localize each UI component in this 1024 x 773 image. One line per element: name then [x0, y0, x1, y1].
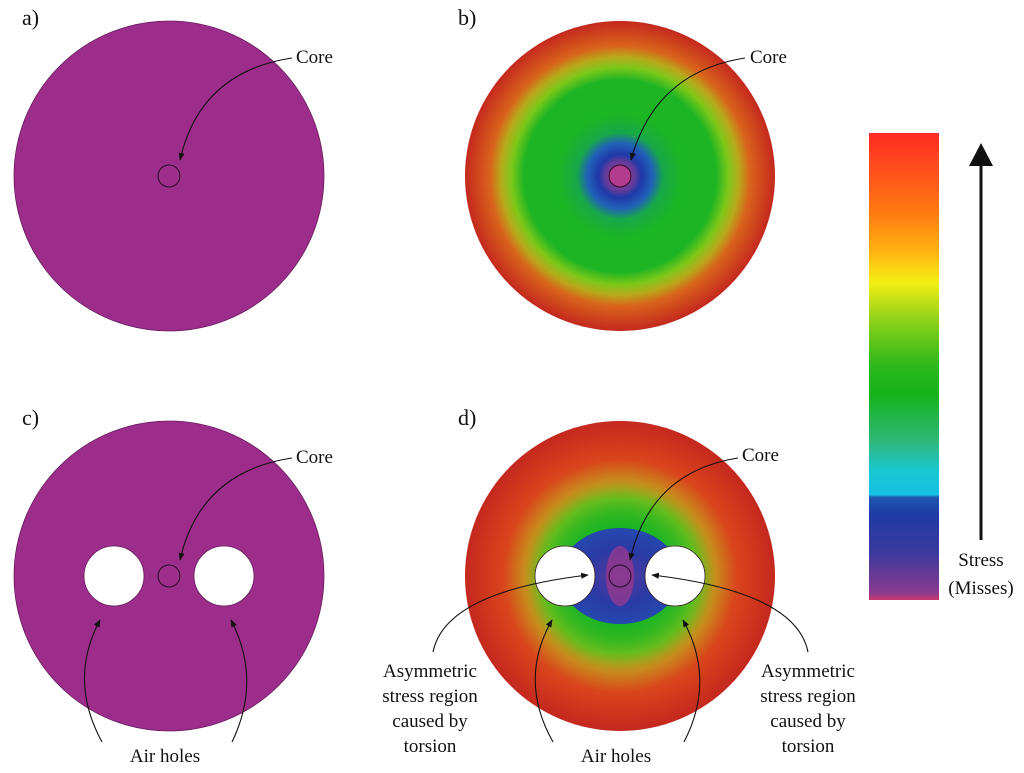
air-holes-label: Air holes — [581, 746, 651, 767]
core-leader-arrow — [629, 57, 746, 161]
core-label: Core — [750, 47, 787, 68]
air-hole-leader-left — [83, 619, 103, 743]
core-outline — [157, 164, 181, 188]
asym-leader-right — [651, 572, 809, 653]
colorbar-title-line2: (Misses) — [948, 578, 1013, 599]
asym-label-right: Asymmetric stress region caused by torsi… — [760, 661, 856, 757]
core-label: Core — [742, 445, 779, 466]
core-stress-zone — [606, 546, 634, 606]
panel-b-label: b) — [458, 5, 476, 30]
asym-right-line: Asymmetric — [761, 661, 855, 682]
core-leader-arrow — [178, 457, 293, 561]
panel-b: b) Core — [458, 5, 787, 331]
stress-colorbar: Stress (Misses) — [869, 133, 1014, 600]
air-hole-leader-right — [230, 619, 248, 743]
panel-d-label: d) — [458, 405, 476, 430]
asym-left-line: torsion — [404, 736, 457, 757]
colorbar-gradient — [869, 133, 939, 600]
asym-leader-left — [432, 572, 589, 653]
asym-left-line: stress region — [382, 686, 478, 707]
panel-a: a) Core — [13, 5, 333, 332]
fiber-cross-section — [13, 420, 325, 732]
colorbar-title-line1: Stress — [958, 550, 1003, 571]
air-hole-right — [644, 545, 706, 607]
panel-a-label: a) — [22, 5, 39, 30]
core-outline — [608, 564, 632, 588]
air-hole-leader-right — [682, 619, 701, 743]
arrow-up-icon — [969, 143, 993, 166]
core-leader-arrow — [628, 457, 739, 561]
asym-left-line: Asymmetric — [383, 661, 477, 682]
core-label: Core — [296, 47, 333, 68]
asym-right-line: stress region — [760, 686, 856, 707]
core-outline — [608, 164, 632, 188]
panel-c-label: c) — [22, 405, 39, 430]
panel-d: d) Core Air holes Asymmetric stress regi… — [382, 405, 856, 767]
air-hole-left — [83, 545, 145, 607]
air-hole-left — [534, 545, 596, 607]
asym-left-line: caused by — [392, 711, 468, 732]
asym-right-line: caused by — [770, 711, 846, 732]
core-leader-arrow — [178, 57, 293, 161]
core-outline — [157, 564, 181, 588]
asym-right-line: torsion — [782, 736, 835, 757]
core-label: Core — [296, 447, 333, 468]
air-holes-label: Air holes — [130, 746, 200, 767]
fiber-cross-section — [13, 20, 325, 332]
air-hole-leader-left — [534, 619, 554, 743]
panel-c: c) Core Air holes — [13, 405, 333, 767]
air-hole-right — [193, 545, 255, 607]
asym-label-left: Asymmetric stress region caused by torsi… — [382, 661, 478, 757]
